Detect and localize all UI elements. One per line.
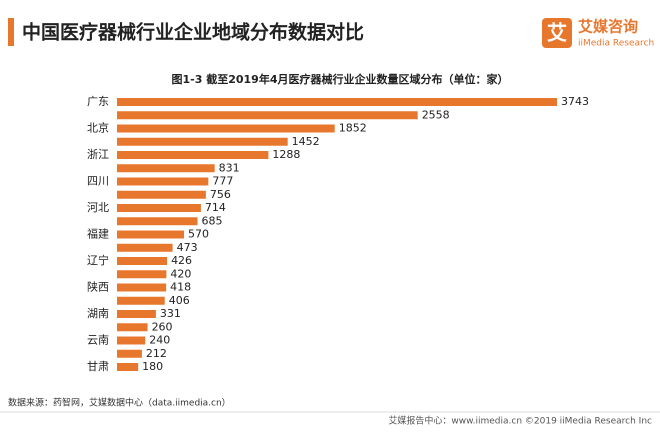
bar bbox=[117, 257, 168, 265]
bar bbox=[117, 296, 165, 305]
value-label: 331 bbox=[160, 307, 181, 320]
bar bbox=[117, 177, 209, 186]
bar bbox=[117, 336, 146, 345]
value-label: 756 bbox=[210, 188, 231, 201]
value-label: 777 bbox=[212, 175, 233, 188]
value-label: 3743 bbox=[561, 95, 589, 108]
value-label: 1852 bbox=[339, 122, 367, 135]
y-tick-label: 云南 bbox=[87, 334, 109, 347]
value-label: 420 bbox=[170, 267, 191, 280]
bar bbox=[117, 111, 418, 120]
chart-title: 图1-3 截至2019年4月医疗器械行业企业数量区域分布（单位：家） bbox=[172, 72, 509, 86]
value-label: 714 bbox=[205, 201, 226, 214]
value-label: 240 bbox=[149, 334, 170, 347]
page-title: 中国医疗器械行业企业地域分布数据对比 bbox=[22, 21, 364, 44]
bar bbox=[117, 217, 198, 226]
bar bbox=[117, 243, 173, 252]
y-tick-label: 湖南 bbox=[87, 307, 109, 320]
bar bbox=[117, 98, 557, 106]
value-label: 406 bbox=[169, 294, 190, 307]
logo-name: 艾媒咨询 bbox=[578, 18, 638, 36]
value-label: 570 bbox=[188, 228, 209, 241]
value-label: 180 bbox=[142, 360, 163, 373]
bar bbox=[117, 283, 167, 292]
y-tick-label: 四川 bbox=[87, 175, 109, 188]
value-label: 685 bbox=[202, 214, 223, 227]
bar bbox=[117, 164, 215, 173]
value-label: 1288 bbox=[272, 148, 300, 161]
y-tick-label: 北京 bbox=[87, 121, 109, 135]
y-tick-label: 河北 bbox=[87, 201, 109, 214]
y-tick-label: 福建 bbox=[87, 227, 109, 241]
value-label: 418 bbox=[170, 281, 191, 294]
bar bbox=[117, 363, 139, 371]
value-label: 831 bbox=[219, 161, 240, 174]
y-tick-label: 广东 bbox=[87, 95, 109, 108]
bar bbox=[117, 137, 288, 146]
copyright: 艾媒报告中心：www.iimedia.cn ©2019 iiMedia Rese… bbox=[388, 415, 652, 427]
y-tick-label: 甘肃 bbox=[87, 360, 109, 373]
value-label: 260 bbox=[152, 320, 173, 333]
y-tick-label: 陕西 bbox=[87, 280, 109, 294]
value-label: 212 bbox=[146, 347, 167, 360]
title-accent bbox=[8, 18, 14, 46]
source: 数据来源：药智网，艾媒数据中心（data.iimedia.cn） bbox=[8, 397, 231, 409]
y-tick-label: 辽宁 bbox=[87, 253, 109, 267]
value-label: 473 bbox=[177, 241, 198, 254]
logo-icon-box bbox=[542, 18, 572, 48]
bar bbox=[117, 124, 335, 133]
bar bbox=[117, 323, 148, 332]
bar bbox=[117, 151, 269, 159]
bar bbox=[117, 349, 142, 358]
logo-icon: 艾 bbox=[547, 21, 567, 45]
bar bbox=[117, 310, 156, 318]
value-label: 2558 bbox=[422, 108, 450, 121]
value-label: 426 bbox=[171, 254, 192, 267]
y-tick-label: 浙江 bbox=[87, 148, 109, 161]
bar bbox=[117, 270, 167, 279]
bar bbox=[117, 204, 201, 212]
logo-sub: iiMedia Research bbox=[578, 39, 654, 49]
value-label: 1452 bbox=[292, 135, 320, 148]
bar bbox=[117, 190, 206, 199]
bar bbox=[117, 230, 185, 239]
